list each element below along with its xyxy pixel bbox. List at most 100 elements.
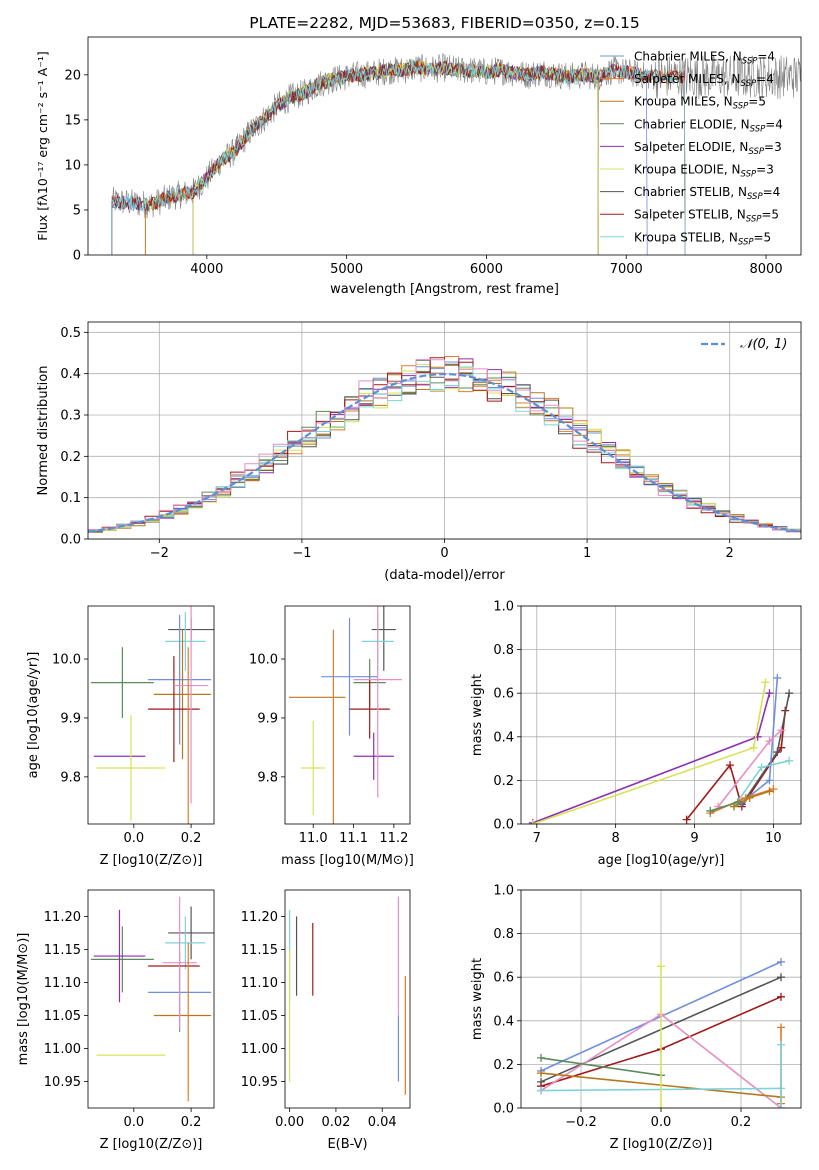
x-tick-label: 7 — [533, 831, 541, 846]
y-tick-label: 10.95 — [241, 1075, 278, 1090]
series-marker — [777, 1023, 785, 1032]
series-marker — [773, 673, 782, 682]
y-tick-label: 11.20 — [241, 910, 278, 925]
legend-label: Kroupa STELIB, NSSP=5 — [634, 230, 771, 247]
y-tick-label: 0.3 — [60, 409, 81, 424]
x-axis-label: mass [log10(M/M⊙)] — [281, 853, 414, 868]
spectrum-model-line — [192, 61, 599, 255]
y-tick-label: 11.15 — [241, 943, 278, 958]
axes-frame — [87, 321, 802, 540]
x-tick-label: 0.0 — [123, 1115, 144, 1130]
x-tick-label: 0.0 — [123, 831, 144, 846]
series-marker — [777, 726, 786, 735]
series-marker — [785, 689, 794, 698]
axes-frame — [284, 605, 411, 825]
y-tick-label: 15 — [64, 113, 81, 128]
chart-title: PLATE=2282, MJD=53683, FIBERID=0350, z=0… — [249, 14, 639, 32]
y-axis-label: Normed distribution — [36, 366, 51, 496]
error-bars — [289, 606, 402, 824]
x-tick-label: 7000 — [610, 262, 643, 277]
series-marker — [749, 743, 758, 752]
y-tick-label: 11.00 — [241, 1042, 278, 1057]
legend: Chabrier MILES, NSSP=4 Salpeter MILES, NS… — [600, 50, 783, 247]
y-tick-label: 1.0 — [493, 600, 514, 615]
y-tick-label: 9.9 — [257, 711, 278, 726]
spectrum-model-line — [192, 61, 599, 255]
y-tick-label: 10 — [64, 158, 81, 173]
x-axis-label: age [log10(age/yr)] — [598, 853, 725, 868]
error-bars — [289, 896, 406, 1095]
y-tick-label: 1.0 — [493, 884, 514, 899]
age-vs-mass-chart: 11.0 11.1 11.2 9.8 9.9 10.0 mass [log10(M/M⊙)] — [249, 605, 414, 868]
series-marker — [777, 992, 785, 1001]
y-tick-label: 9.8 — [60, 770, 81, 785]
x-tick-label: 0.00 — [275, 1115, 304, 1130]
x-tick-label: 8000 — [750, 262, 783, 277]
x-tick-label: 0.04 — [368, 1115, 397, 1130]
mass-vs-ebv-chart: 0.00 0.02 0.04 10.95 11.00 11.05 11.10 11.15 11.… — [241, 889, 411, 1152]
y-tick-label: 0.0 — [60, 533, 81, 548]
series-marker — [657, 962, 665, 971]
x-axis-label: Z [log10(Z/Z⊙)] — [100, 1137, 203, 1152]
x-tick-label: 11.0 — [299, 831, 328, 846]
x-tick-label: 2 — [726, 546, 734, 561]
x-tick-label: 0 — [440, 546, 448, 561]
y-tick-label: 11.15 — [44, 943, 81, 958]
x-tick-label: −0.2 — [565, 1115, 597, 1130]
gaussian-curve — [88, 372, 801, 533]
y-tick-label: 0.4 — [60, 367, 81, 382]
legend-label: Chabrier MILES, NSSP=4 — [634, 50, 775, 67]
legend-label: Chabrier ELODIE, NSSP=4 — [634, 117, 783, 134]
x-tick-label: 9 — [690, 831, 698, 846]
series-marker — [777, 1040, 785, 1049]
x-tick-label: 1 — [583, 546, 591, 561]
x-tick-label: 11.1 — [339, 831, 368, 846]
legend-label: Salpeter MILES, NSSP=4 — [634, 72, 774, 89]
series-marker — [757, 763, 766, 772]
axes-frame — [520, 605, 802, 825]
series-marker — [777, 973, 785, 982]
series-marker — [745, 793, 754, 802]
y-axis-label: mass [log10(M/M⊙)] — [16, 933, 31, 1066]
y-axis-label: age [log10(age/yr)] — [26, 652, 41, 779]
y-tick-label: 0.6 — [493, 971, 514, 986]
series-lines — [537, 957, 785, 1108]
series-marker — [765, 787, 774, 796]
legend-label: Kroupa ELODIE, NSSP=3 — [634, 163, 774, 180]
y-tick-label: 0.2 — [493, 1058, 514, 1073]
series-marker — [777, 957, 785, 966]
axes-frame — [87, 889, 215, 1109]
y-tick-label: 0.8 — [493, 643, 514, 658]
spectrum-model-line — [192, 60, 599, 255]
x-axis-label: (data-model)/error — [384, 568, 505, 583]
x-tick-label: 5000 — [330, 262, 363, 277]
y-axis-label: mass weight — [470, 674, 485, 756]
legend-label: Salpeter ELODIE, NSSP=3 — [634, 140, 782, 157]
legend-label: Kroupa MILES, NSSP=5 — [634, 95, 766, 112]
x-axis-label: E(B-V) — [327, 1137, 367, 1152]
x-axis-label: wavelength [Angstrom, rest frame] — [330, 282, 559, 297]
mass-vs-Z-chart: 0.0 0.2 10.95 11.00 11.05 11.10 11.15 11.20 Z [l… — [16, 889, 215, 1152]
spectrum-chart: 4000 5000 6000 7000 8000 0 5 10 15 20 PLATE=2282, … — [35, 14, 802, 297]
series-marker — [777, 1104, 785, 1108]
axes-frame — [284, 889, 411, 1109]
series-marker — [657, 1104, 665, 1108]
x-tick-label: 0.0 — [651, 1115, 672, 1130]
y-tick-label: 0.2 — [60, 450, 81, 465]
x-tick-label: 10 — [765, 831, 782, 846]
series-marker — [537, 1086, 545, 1095]
x-axis-label: Z [log10(Z/Z⊙)] — [100, 853, 203, 868]
y-tick-label: 9.8 — [257, 770, 278, 785]
error-bars — [90, 896, 214, 1102]
series-lines — [528, 673, 794, 824]
spectrum-model-line — [111, 61, 686, 255]
series-marker — [765, 776, 774, 785]
y-tick-label: 0.6 — [493, 687, 514, 702]
series-marker — [528, 820, 537, 824]
x-tick-label: 0.2 — [731, 1115, 752, 1130]
histograms — [88, 356, 801, 535]
x-tick-label: 6000 — [470, 262, 503, 277]
axes-frame — [520, 889, 802, 1109]
legend-label: Salpeter STELIB, NSSP=5 — [634, 208, 779, 225]
